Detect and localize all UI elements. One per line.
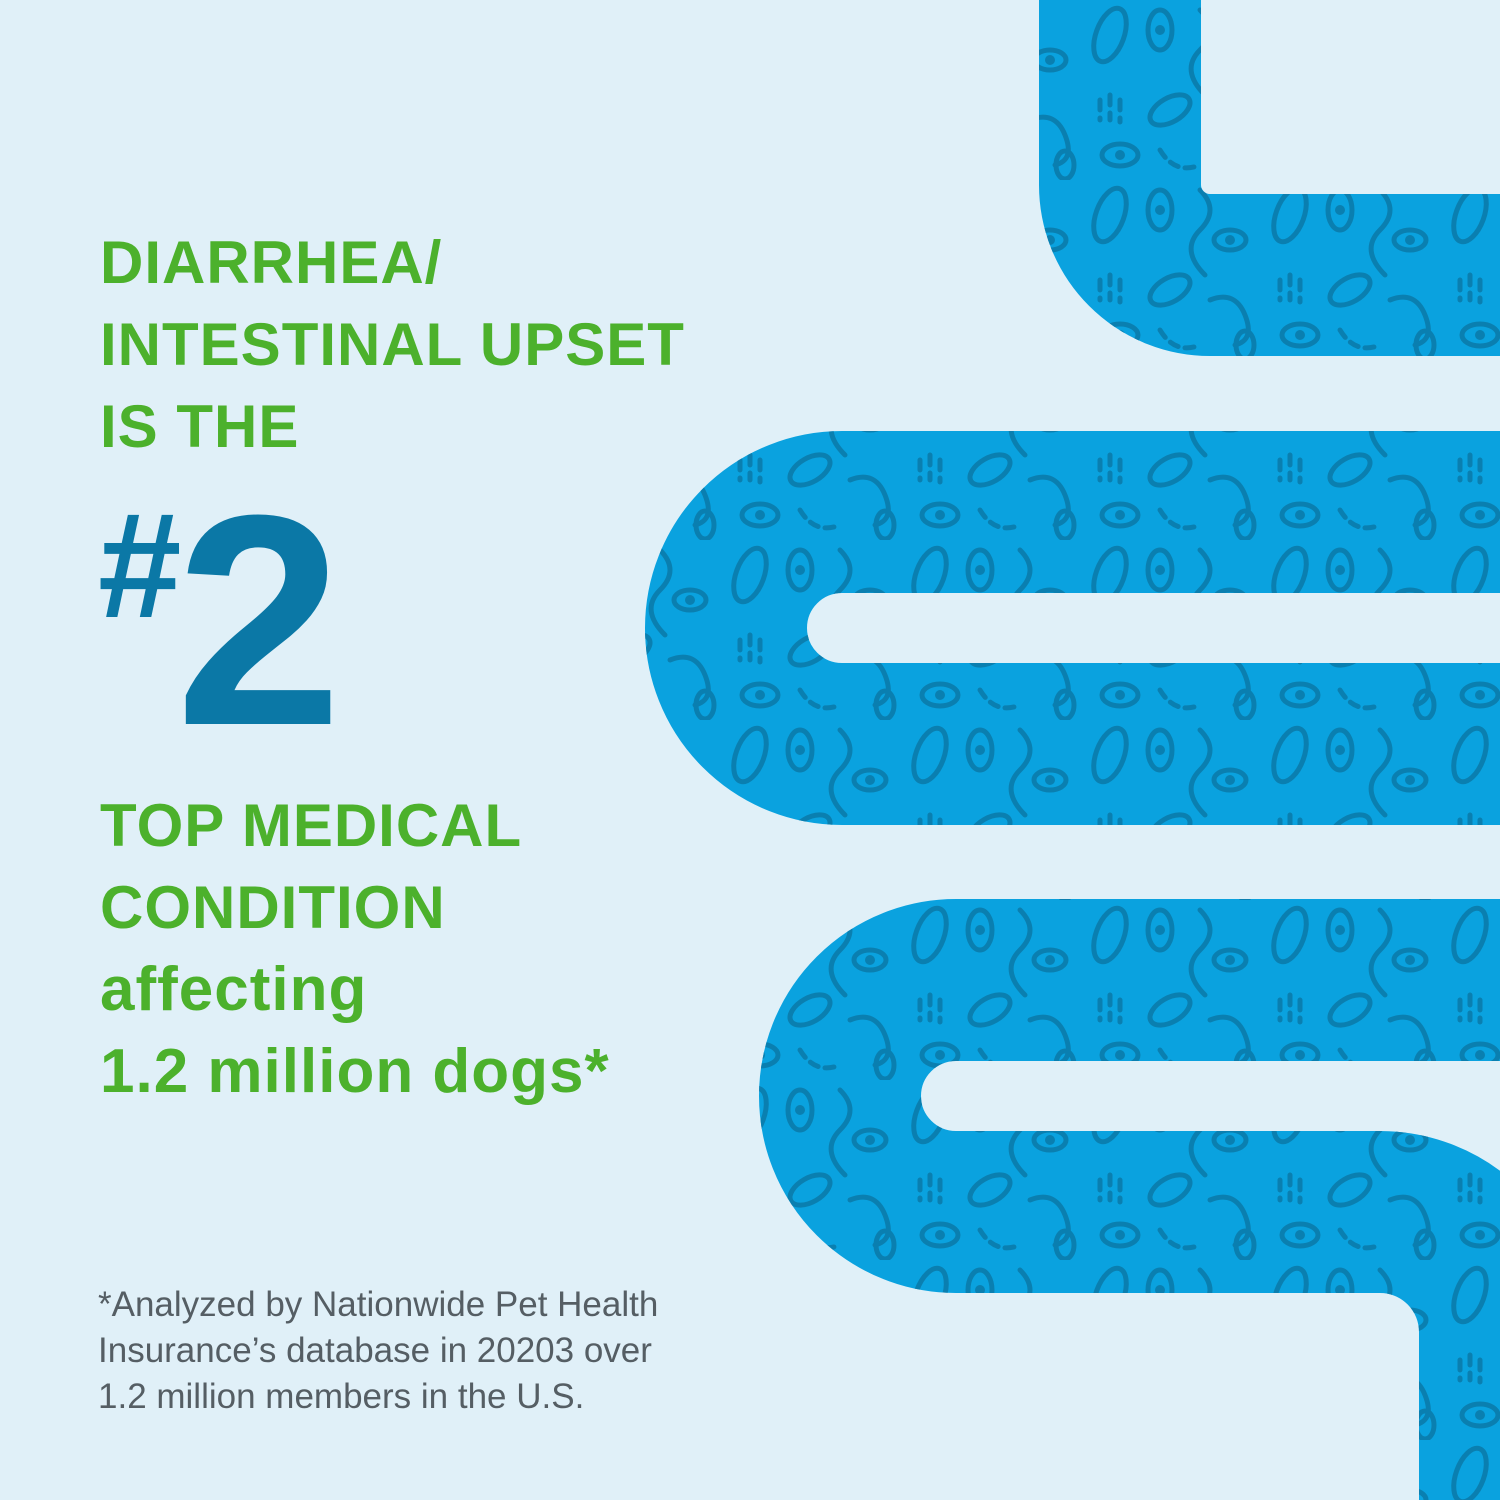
headline-line: TOP MEDICAL (100, 792, 523, 859)
footnote-line: Insurance’s database in 20203 over (98, 1331, 652, 1370)
headline-line: IS THE (100, 393, 300, 460)
footnote: *Analyzed by Nationwide Pet Health Insur… (98, 1282, 818, 1420)
headline-top: DIARRHEA/ INTESTINAL UPSET IS THE (100, 222, 685, 468)
headline-line: 1.2 million dogs* (100, 1037, 610, 1106)
headline-bottom: TOP MEDICAL CONDITION affecting 1.2 mill… (100, 785, 610, 1113)
headline-line: DIARRHEA/ (100, 229, 443, 296)
footnote-line: 1.2 million members in the U.S. (98, 1377, 585, 1416)
rank-symbol: # (98, 481, 181, 649)
rank-number: #2 (98, 470, 342, 770)
footnote-line: *Analyzed by Nationwide Pet Health (98, 1285, 659, 1324)
rank-value: 2 (175, 452, 342, 788)
headline-line: affecting (100, 955, 368, 1024)
headline-line: INTESTINAL UPSET (100, 311, 685, 378)
headline-line: CONDITION (100, 874, 446, 941)
